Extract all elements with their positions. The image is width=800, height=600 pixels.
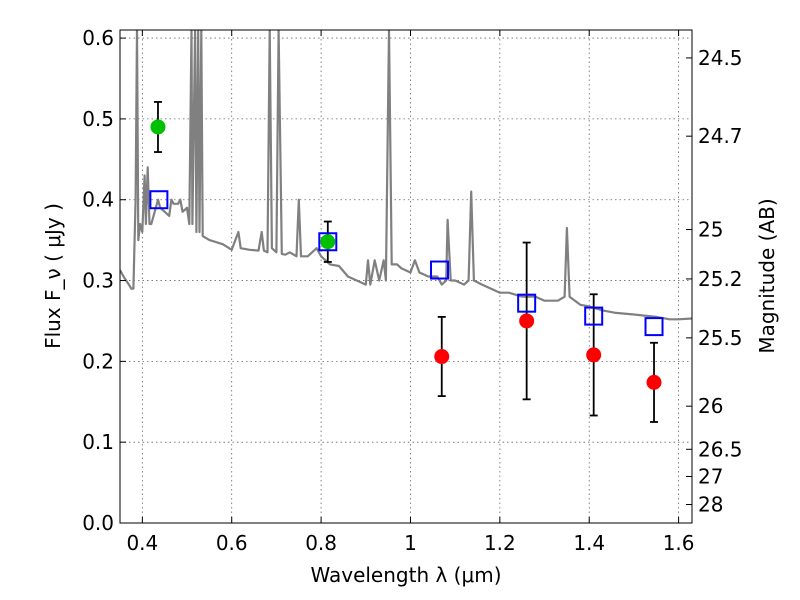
right-tick-label: 28 xyxy=(698,492,723,516)
plot-frame xyxy=(119,29,693,524)
x-tick-label: 1.4 xyxy=(573,531,605,555)
x-tick-label: 0.8 xyxy=(305,531,337,555)
x-tick-label: 0.4 xyxy=(126,531,158,555)
right-tick-label: 25.2 xyxy=(698,267,743,291)
y-tick-label: 0.2 xyxy=(82,349,114,373)
model-point xyxy=(318,232,338,252)
data-point xyxy=(320,234,336,250)
x-tick-label: 0.6 xyxy=(216,531,248,555)
x-tick-label: 1.2 xyxy=(484,531,516,555)
model-point xyxy=(584,306,604,326)
data-group xyxy=(120,30,692,423)
right-tick-label: 24.5 xyxy=(698,46,743,70)
model-point xyxy=(644,317,664,337)
y-tick-label: 0.6 xyxy=(82,26,114,50)
spectrum-line xyxy=(120,30,692,321)
data-layer xyxy=(120,30,692,423)
data-point xyxy=(646,374,662,390)
data-point xyxy=(586,347,602,363)
y-tick-label: 0.5 xyxy=(82,107,114,131)
data-point xyxy=(150,119,166,135)
y-tick-label: 0.4 xyxy=(82,188,114,212)
right-tick-label: 27 xyxy=(698,464,723,488)
tick-layer: 0.4 0.6 0.8 1 1.2 1.4 1.6 0.0 0.1 0.2 0.3 0.4 0.5 0.6… xyxy=(82,26,742,555)
x-axis-label: Wavelength λ (μm) xyxy=(310,563,501,587)
model-point xyxy=(430,260,450,280)
right-tick-label: 26.5 xyxy=(698,437,743,461)
right-tick-label: 25.5 xyxy=(698,326,743,350)
x-tick-label: 1.6 xyxy=(663,531,695,555)
data-point xyxy=(434,349,450,365)
grid-layer xyxy=(120,30,692,524)
model-point xyxy=(149,190,169,210)
data-point xyxy=(519,313,535,329)
y-tick-label: 0.3 xyxy=(82,269,114,293)
y-axis-label: Flux F_ν ( μJy ) xyxy=(41,203,65,349)
y-axis-label-right: Magnitude (AB) xyxy=(755,198,779,353)
x-tick-label: 1 xyxy=(404,531,417,555)
right-tick-label: 24.7 xyxy=(698,124,743,148)
right-tick-label: 26 xyxy=(698,394,723,418)
model-point xyxy=(517,293,537,313)
y-tick-label: 0.0 xyxy=(82,511,114,535)
right-tick-label: 25 xyxy=(698,218,723,242)
y-tick-label: 0.1 xyxy=(82,430,114,454)
